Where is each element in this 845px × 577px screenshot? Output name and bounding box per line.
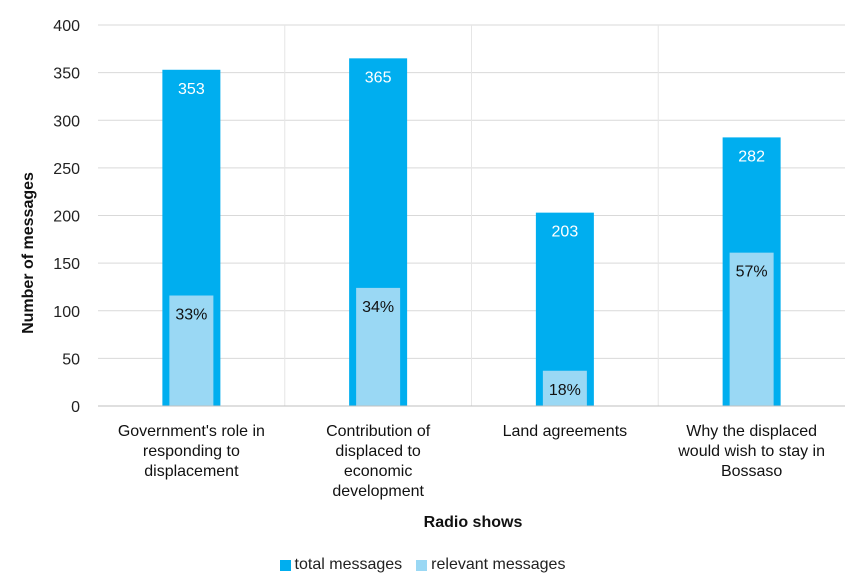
data-label-relevant: 33% (175, 307, 207, 324)
y-tick-label: 250 (53, 161, 80, 178)
category-label: Contribution of displaced to economic devel… (326, 423, 431, 500)
data-label-relevant: 18% (549, 382, 581, 399)
data-label-relevant: 57% (736, 264, 768, 281)
bar-relevant-messages (169, 295, 214, 406)
y-tick-label: 300 (53, 113, 80, 130)
category-label-line: Land agreements (503, 423, 628, 440)
legend-label-relevant: relevant messages (431, 556, 566, 573)
x-axis-title: Radio shows (424, 514, 523, 531)
y-tick-label: 150 (53, 256, 80, 273)
category-label: Land agreements (503, 423, 628, 440)
legend-item-total: total messages (279, 556, 403, 574)
y-axis-ticks: 0 50 100 150 200 250 300 350 400 (53, 18, 80, 416)
bars: 353 33% 365 34% 203 18% 282 57% (162, 58, 781, 407)
legend-swatch-relevant (416, 559, 428, 571)
y-tick-label: 50 (62, 351, 80, 368)
data-label-relevant: 34% (362, 299, 394, 316)
y-tick-label: 100 (53, 304, 80, 321)
data-label-total: 365 (365, 69, 392, 86)
y-axis-title: Number of messages (20, 172, 37, 334)
gridlines (98, 24, 845, 406)
x-axis-categories: Government's role in responding to displac… (118, 423, 825, 500)
category-label-line: Contribution of (326, 423, 431, 440)
bar-relevant-messages (542, 370, 587, 406)
data-label-total: 353 (178, 81, 205, 98)
category-label-line: development (332, 483, 424, 500)
category-label-line: Why the displaced (686, 423, 817, 440)
data-label-total: 203 (552, 224, 579, 241)
category-label-line: responding to (143, 443, 240, 460)
category-label: Government's role in responding to displac… (118, 423, 265, 480)
bar-relevant-messages (729, 252, 774, 406)
y-tick-label: 350 (53, 66, 80, 83)
category-label-line: would wish to stay in (677, 443, 825, 460)
category-label-line: Bossaso (721, 463, 782, 480)
y-tick-label: 0 (71, 399, 80, 416)
legend-swatch-total (279, 559, 291, 571)
data-label-total: 282 (738, 148, 765, 165)
bar-relevant-messages (356, 287, 401, 406)
category-label-line: displaced to (335, 443, 420, 460)
category-label-line: Government's role in (118, 423, 265, 440)
y-tick-label: 200 (53, 209, 80, 226)
legend-item-relevant: relevant messages (416, 556, 565, 574)
y-tick-label: 400 (53, 18, 80, 35)
legend-label-total: total messages (294, 556, 403, 573)
category-label: Why the displaced would wish to stay in Bo… (677, 423, 825, 480)
category-label-line: economic (344, 463, 412, 480)
category-label-line: displacement (144, 463, 239, 480)
legend: total messages relevant messages (0, 553, 845, 577)
